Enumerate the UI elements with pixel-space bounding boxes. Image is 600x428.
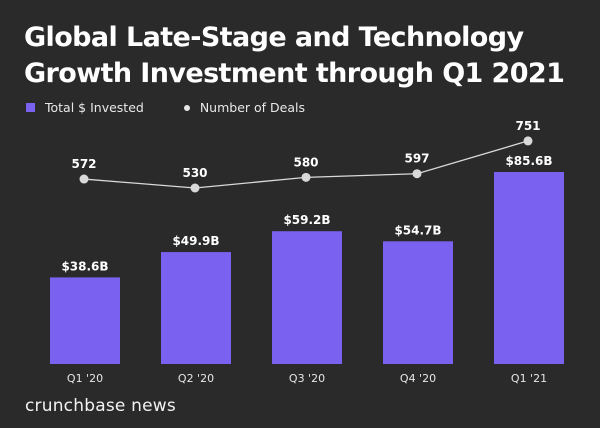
deals-point-0	[79, 174, 89, 184]
bar-1	[161, 252, 231, 364]
legend-label-deals: Number of Deals	[199, 100, 305, 115]
title-line-2: Growth Investment through Q1 2021	[24, 58, 565, 89]
bar-0	[50, 277, 120, 364]
chart-title: Global Late-Stage and Technology Growth …	[24, 20, 565, 92]
legend-swatch-invested	[26, 103, 35, 112]
bar-2	[272, 231, 342, 364]
bar-label-0: $38.6B	[61, 259, 108, 273]
bar-4	[494, 171, 564, 364]
bar-label-4: $85.6B	[505, 154, 552, 168]
bar-label-2: $59.2B	[283, 213, 330, 227]
deals-label-4: 751	[515, 119, 540, 133]
deals-point-3	[412, 169, 422, 179]
x-tick-3: Q4 '20	[400, 372, 436, 385]
bar-3	[383, 241, 453, 364]
deals-label-1: 530	[182, 166, 207, 180]
x-tick-2: Q3 '20	[289, 372, 325, 385]
bar-label-3: $54.7B	[394, 223, 441, 237]
deals-label-2: 580	[293, 155, 318, 169]
deals-point-4	[523, 136, 533, 146]
deals-label-0: 572	[71, 157, 96, 171]
legend-marker-deals	[183, 104, 190, 111]
bar-label-1: $49.9B	[172, 234, 219, 248]
x-tick-0: Q1 '20	[67, 372, 103, 385]
deals-label-3: 597	[404, 152, 429, 166]
legend: Total $ Invested Number of Deals	[26, 100, 305, 115]
legend-label-invested: Total $ Invested	[45, 100, 144, 115]
deals-point-1	[190, 183, 200, 193]
deals-point-2	[301, 172, 311, 182]
brand-logo: crunchbase news	[25, 396, 176, 416]
x-tick-4: Q1 '21	[511, 372, 547, 385]
title-line-1: Global Late-Stage and Technology	[24, 22, 524, 53]
x-tick-1: Q2 '20	[178, 372, 214, 385]
